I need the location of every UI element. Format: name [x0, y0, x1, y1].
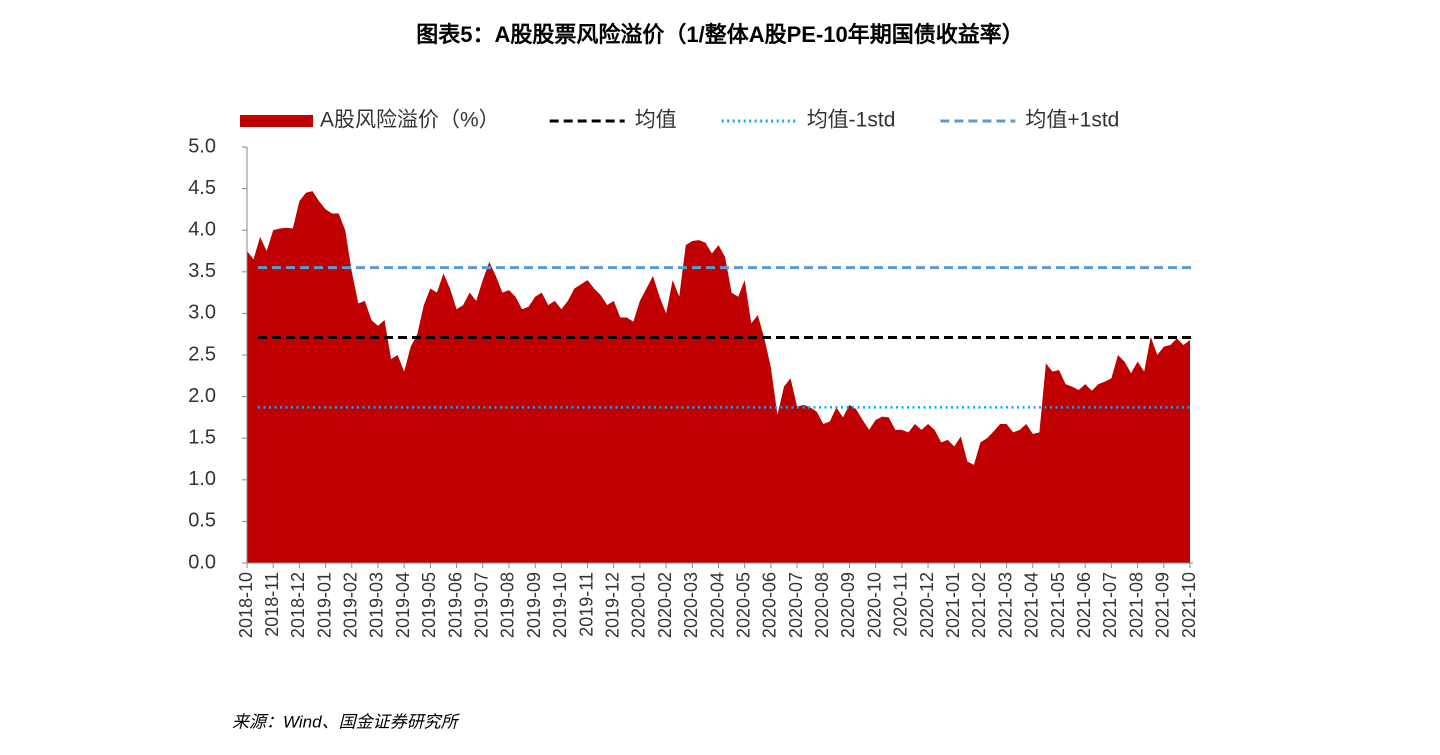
x-tick-label: 2019-04 [393, 572, 413, 638]
x-tick-label: 2020-11 [891, 572, 911, 637]
x-tick-label: 2020-10 [864, 572, 884, 638]
x-tick-label: 2021-09 [1153, 572, 1173, 638]
y-tick-label: 3.0 [188, 302, 216, 324]
x-tick-label: 2019-10 [550, 572, 570, 638]
x-tick-label: 2021-10 [1179, 572, 1199, 638]
x-tick-label: 2019-06 [445, 572, 465, 638]
x-tick-label: 2019-07 [472, 572, 492, 638]
x-tick-label: 2021-01 [943, 572, 963, 638]
x-tick-label: 2019-02 [341, 572, 361, 638]
legend-label: A股风险溢价（%） [320, 109, 500, 132]
x-tick-label: 2020-01 [629, 572, 649, 638]
x-tick-label: 2021-04 [1022, 572, 1042, 638]
x-tick-label: 2019-05 [419, 572, 439, 638]
y-tick-label: 2.5 [188, 343, 216, 365]
x-tick-label: 2021-03 [995, 572, 1015, 638]
area [247, 191, 1190, 563]
y-tick-label: 1.0 [188, 468, 216, 490]
chart-title: 图表5：A股股票风险溢价（1/整体A股PE-10年期国债收益率） [416, 22, 1024, 47]
x-tick-label: 2021-05 [1048, 572, 1068, 638]
x-tick-label: 2018-10 [236, 572, 256, 638]
x-tick-label: 2020-08 [812, 572, 832, 638]
legend-label: 均值+1std [1025, 109, 1119, 132]
x-tick-label: 2021-07 [1100, 572, 1120, 638]
x-tick-label: 2019-03 [367, 572, 387, 638]
y-tick-label: 4.0 [188, 218, 216, 240]
y-tick-label: 4.5 [188, 177, 216, 199]
x-tick-label: 2020-12 [917, 572, 937, 638]
y-tick-label: 0.5 [188, 510, 216, 532]
y-tick-label: 3.5 [188, 260, 216, 282]
y-tick-label: 0.0 [188, 551, 216, 573]
x-tick-label: 2020-05 [733, 572, 753, 638]
x-tick-label: 2021-02 [969, 572, 989, 638]
y-tick-label: 2.0 [188, 385, 216, 407]
x-tick-label: 2020-06 [760, 572, 780, 638]
x-tick-label: 2020-09 [838, 572, 858, 638]
legend-label: 均值 [635, 109, 677, 132]
x-tick-label: 2019-08 [498, 572, 518, 638]
x-tick-label: 2020-03 [681, 572, 701, 638]
x-tick-label: 2020-02 [655, 572, 675, 638]
x-tick-label: 2019-01 [314, 572, 334, 638]
x-tick-label: 2018-11 [262, 572, 282, 637]
x-tick-label: 2021-06 [1074, 572, 1094, 638]
x-tick-label: 2019-09 [524, 572, 544, 638]
x-tick-label: 2019-12 [602, 572, 622, 638]
source-note: 来源：Wind、国金证券研究所 [232, 712, 461, 731]
x-tick-label: 2019-11 [576, 572, 596, 637]
y-tick-label: 5.0 [188, 135, 216, 157]
x-tick-label: 2020-04 [707, 572, 727, 638]
legend-label: 均值-1std [807, 109, 896, 132]
legend-swatch [240, 115, 313, 127]
y-tick-label: 1.5 [188, 426, 216, 448]
x-tick-label: 2021-08 [1126, 572, 1146, 638]
x-tick-label: 2018-12 [288, 572, 308, 638]
x-tick-label: 2020-07 [786, 572, 806, 638]
